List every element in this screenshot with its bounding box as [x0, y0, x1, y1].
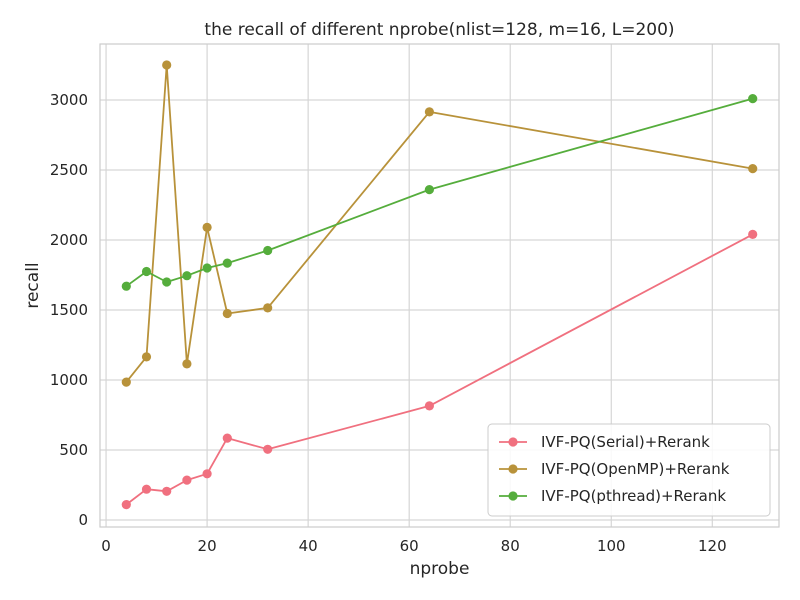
data-point — [162, 60, 172, 70]
legend: IVF-PQ(Serial)+Rerank IVF-PQ(OpenMP)+Rera… — [487, 423, 771, 517]
data-point — [141, 352, 152, 362]
data-point — [424, 185, 434, 195]
legend-box — [487, 423, 771, 517]
data-point — [141, 266, 152, 277]
x-tick-label: 100 — [597, 537, 626, 555]
series-1 — [121, 229, 758, 510]
y-tick-label: 1500 — [50, 301, 88, 319]
data-point — [202, 263, 212, 273]
data-point — [424, 107, 434, 117]
legend-item: IVF-PQ(Serial)+Rerank — [499, 433, 710, 451]
data-point — [222, 308, 232, 319]
series-2 — [121, 60, 758, 387]
x-tick-label: 40 — [299, 537, 318, 555]
data-point — [162, 277, 172, 287]
data-point — [222, 258, 232, 268]
data-point — [162, 486, 172, 496]
data-point — [121, 377, 131, 387]
y-tick-label: 2500 — [50, 161, 88, 179]
series-3 — [121, 94, 758, 291]
data-point — [182, 359, 192, 369]
data-point — [424, 401, 434, 411]
series-layer — [121, 60, 758, 510]
legend-item: IVF-PQ(OpenMP)+Rerank — [499, 460, 730, 478]
grid — [100, 44, 779, 527]
data-point — [748, 94, 758, 104]
data-point — [182, 475, 192, 485]
data-point — [263, 444, 273, 454]
x-axis-ticks: 0 20 40 60 80 100 120 — [101, 537, 726, 555]
y-tick-label: 500 — [59, 441, 88, 459]
x-tick-label: 80 — [501, 537, 520, 555]
data-point — [141, 484, 152, 494]
data-point — [202, 222, 212, 232]
data-point — [748, 229, 758, 239]
legend-label: IVF-PQ(Serial)+Rerank — [541, 433, 710, 451]
legend-label: IVF-PQ(OpenMP)+Rerank — [541, 460, 730, 478]
legend-swatch-marker — [508, 437, 518, 447]
data-point — [748, 164, 758, 174]
x-tick-label: 60 — [400, 537, 419, 555]
x-axis-label: nprobe — [410, 559, 470, 579]
plot-frame — [99, 43, 780, 528]
legend-swatch-marker — [508, 464, 518, 474]
y-tick-label: 0 — [78, 511, 88, 529]
data-point — [263, 245, 273, 256]
data-point — [222, 433, 232, 443]
x-tick-label: 120 — [698, 537, 727, 555]
x-tick-label: 0 — [101, 537, 111, 555]
data-point — [121, 281, 131, 291]
legend-swatch-marker — [508, 491, 518, 501]
legend-label: IVF-PQ(pthread)+Rerank — [541, 487, 726, 505]
y-tick-label: 2000 — [50, 231, 88, 249]
x-tick-label: 20 — [198, 537, 217, 555]
legend-item: IVF-PQ(pthread)+Rerank — [499, 487, 726, 505]
chart-title: the recall of different nprobe(nlist=128… — [204, 20, 674, 40]
y-tick-label: 3000 — [50, 91, 88, 109]
y-tick-label: 1000 — [50, 371, 88, 389]
y-axis-label: recall — [23, 262, 43, 308]
y-axis-ticks: 0 500 1000 1500 2000 2500 3000 — [50, 91, 88, 529]
data-point — [263, 303, 273, 313]
data-point — [121, 500, 131, 510]
data-point — [202, 469, 212, 479]
data-point — [182, 271, 192, 281]
